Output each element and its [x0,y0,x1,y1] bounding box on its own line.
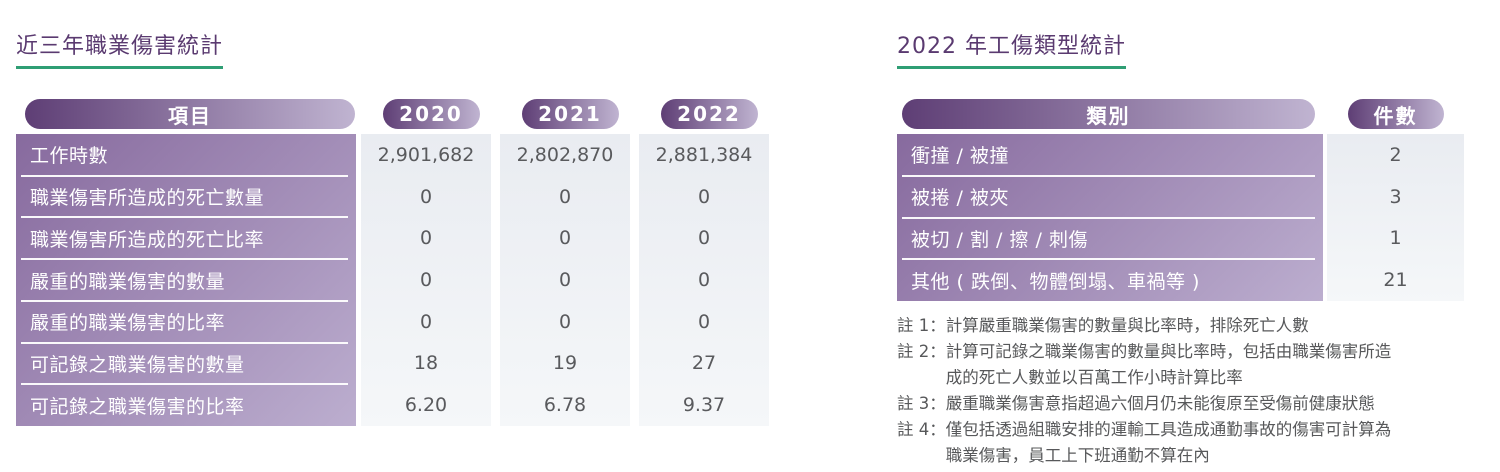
header-cell-year-2020: 2020 [382,99,480,129]
value-cell: 0 [419,269,433,292]
value-cell: 2,901,682 [377,143,475,166]
right-table-section: 2022 年工傷類型統計 類別 件數 衝撞 / 被撞 被捲 / 被夾 被切 / … [897,28,1472,469]
count-slot: 件數 [1327,99,1464,129]
row-label: 嚴重的職業傷害的比率 [16,299,356,343]
footnote-4: 註 4： 僅包括透過組職安排的運輸工具造成通勤事故的傷害可計算為職業傷害，員工上… [897,417,1472,469]
left-table-title: 近三年職業傷害統計 [16,28,224,69]
value-cell: 6.78 [543,394,587,417]
value-cell: 0 [419,310,433,333]
value-cell: 0 [697,269,711,292]
footnote-1: 註 1： 計算嚴重職業傷害的數量與比率時，排除死亡人數 [897,313,1472,339]
row-label: 被捲 / 被夾 [897,174,1323,218]
footnote-text: 計算可記錄之職業傷害的數量與比率時，包括由職業傷害所造成的死亡人數並以百萬工作小… [945,342,1392,387]
data-column-2021: 2,802,870 0 0 0 0 19 6.78 [500,134,630,426]
row-label: 衝撞 / 被撞 [911,145,1009,168]
header-cell-year-2021: 2021 [521,99,619,129]
value-cell: 9.37 [682,394,726,417]
count-cell: 2 [1389,143,1402,166]
value-cell: 0 [697,227,711,250]
year-slot-2021: 2021 [505,99,635,129]
data-column-2022: 2,881,384 0 0 0 0 27 9.37 [639,134,769,426]
value-cell: 2,802,870 [516,143,614,166]
right-table-title: 2022 年工傷類型統計 [897,28,1126,69]
value-cell: 2,881,384 [655,143,753,166]
header-cell-item: 項目 [25,99,355,129]
row-label: 可記錄之職業傷害的比率 [16,383,356,426]
value-cell: 0 [697,185,711,208]
footnote-label: 註 1： [897,316,946,335]
value-cell: 0 [697,310,711,333]
value-cell: 0 [558,310,572,333]
value-cell: 19 [552,352,578,375]
header-cell-year-2022: 2022 [660,99,758,129]
value-cell: 27 [691,352,717,375]
footnote-label: 註 4： [897,420,946,439]
footnotes: 註 1： 計算嚴重職業傷害的數量與比率時，排除死亡人數 註 2： 計算可記錄之職… [897,313,1472,469]
left-table-title-wrap: 近三年職業傷害統計 [16,28,776,69]
footnote-2: 註 2： 計算可記錄之職業傷害的數量與比率時，包括由職業傷害所造成的死亡人數並以… [897,339,1472,391]
count-cell: 1 [1389,227,1402,250]
data-column-2020: 2,901,682 0 0 0 0 18 6.20 [361,134,491,426]
row-label: 可記錄之職業傷害的數量 [16,341,356,385]
value-cell: 0 [419,227,433,250]
value-cell: 18 [413,352,439,375]
year-slot-2020: 2020 [366,99,496,129]
value-cell: 0 [558,227,572,250]
left-table-body: 工作時數 職業傷害所造成的死亡數量 職業傷害所造成的死亡比率 嚴重的職業傷害的數… [16,134,776,426]
count-cell: 21 [1383,269,1408,292]
left-table-label-column: 工作時數 職業傷害所造成的死亡數量 職業傷害所造成的死亡比率 嚴重的職業傷害的數… [16,134,356,426]
year-slot-2022: 2022 [644,99,774,129]
row-label: 被切 / 割 / 擦 / 刺傷 [897,216,1323,260]
right-table-title-wrap: 2022 年工傷類型統計 [897,28,1472,69]
right-table-header: 類別 件數 [897,99,1472,129]
footnote-text: 僅包括透過組職安排的運輸工具造成通勤事故的傷害可計算為職業傷害，員工上下班通勤不… [945,420,1392,465]
value-cell: 0 [558,185,572,208]
left-table-section: 近三年職業傷害統計 項目 2020 2021 2022 工作時數 職業傷害所造成… [16,28,776,426]
left-table-header: 項目 2020 2021 2022 [16,99,776,129]
header-cell-category: 類別 [902,99,1315,129]
right-table-body: 衝撞 / 被撞 被捲 / 被夾 被切 / 割 / 擦 / 刺傷 其他 ( 跌倒、… [897,134,1472,301]
footnote-label: 註 2： [897,342,946,361]
count-cell: 3 [1389,185,1402,208]
footnote-text: 嚴重職業傷害意指超過六個月仍未能復原至受傷前健康狀態 [945,394,1375,413]
footnote-3: 註 3： 嚴重職業傷害意指超過六個月仍未能復原至受傷前健康狀態 [897,391,1472,417]
row-label: 其他 ( 跌倒、物體倒塌、車禍等 ) [897,258,1323,301]
value-cell: 0 [558,269,572,292]
count-column: 2 3 1 21 [1327,134,1464,301]
row-label: 職業傷害所造成的死亡數量 [16,174,356,218]
row-label: 工作時數 [30,145,109,168]
header-cell-count: 件數 [1347,99,1444,129]
value-cell: 6.20 [404,394,448,417]
footnote-label: 註 3： [897,394,946,413]
row-label: 嚴重的職業傷害的數量 [16,258,356,301]
right-table-label-column: 衝撞 / 被撞 被捲 / 被夾 被切 / 割 / 擦 / 刺傷 其他 ( 跌倒、… [897,134,1323,301]
footnote-text: 計算嚴重職業傷害的數量與比率時，排除死亡人數 [945,316,1309,335]
row-label: 職業傷害所造成的死亡比率 [16,216,356,259]
value-cell: 0 [419,185,433,208]
